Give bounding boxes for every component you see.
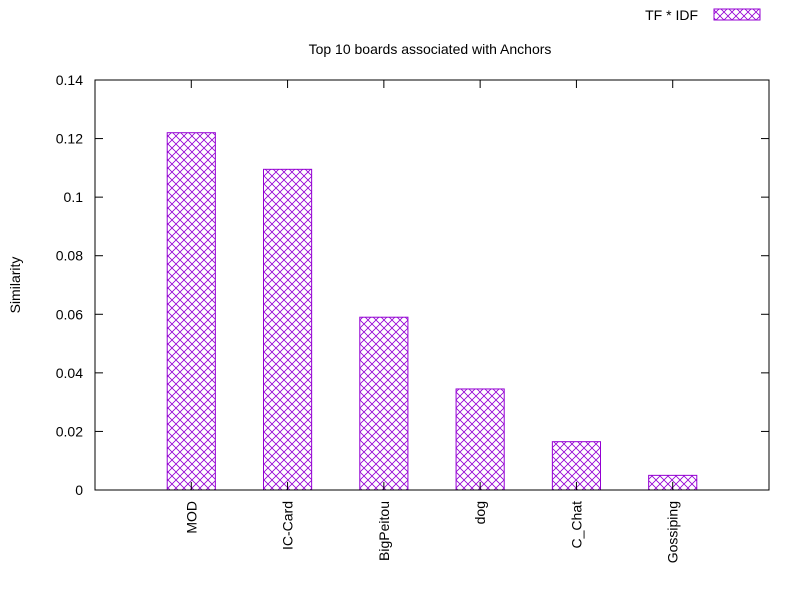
x-category-label: C_Chat bbox=[568, 501, 584, 549]
legend-label-tf-idf: TF * IDF bbox=[645, 7, 698, 23]
bar-c-chat bbox=[551, 441, 601, 491]
y-tick-label: 0.06 bbox=[56, 306, 83, 322]
x-category-label: Gossiping bbox=[665, 501, 681, 563]
chart-title: Top 10 boards associated with Anchors bbox=[309, 41, 552, 57]
y-tick-label: 0.12 bbox=[56, 131, 83, 147]
y-tick-label: 0.1 bbox=[64, 189, 84, 205]
bar-bigpeitou bbox=[359, 316, 409, 491]
y-tick-label: 0.14 bbox=[56, 72, 83, 88]
bar-dog bbox=[455, 388, 505, 491]
x-category-label: MOD bbox=[183, 501, 199, 534]
y-tick-label: 0 bbox=[75, 482, 83, 498]
plot-frame bbox=[94, 79, 770, 491]
x-category-label: IC-Card bbox=[280, 501, 296, 550]
y-tick-label: 0.08 bbox=[56, 248, 83, 264]
x-category-label: dog bbox=[472, 501, 488, 524]
legend: TF * IDF bbox=[645, 7, 761, 23]
y-tick-label: 0.02 bbox=[56, 423, 83, 439]
y-axis-label: Similarity bbox=[7, 257, 23, 314]
bar-mod bbox=[166, 132, 216, 491]
x-category-label: BigPeitou bbox=[376, 501, 392, 561]
bar-ic-card bbox=[263, 168, 313, 491]
y-tick-label: 0.04 bbox=[56, 365, 83, 381]
legend-swatch-tf-idf bbox=[713, 8, 761, 21]
